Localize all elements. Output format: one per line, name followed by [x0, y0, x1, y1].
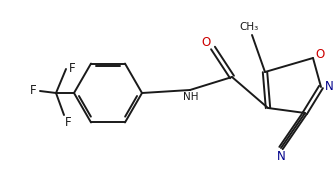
Text: N: N — [325, 79, 333, 93]
Text: F: F — [65, 116, 71, 128]
Text: CH₃: CH₃ — [239, 22, 259, 32]
Text: N: N — [277, 150, 285, 164]
Text: O: O — [316, 48, 325, 60]
Text: F: F — [30, 85, 36, 97]
Text: F: F — [69, 62, 75, 74]
Text: NH: NH — [183, 92, 199, 102]
Text: O: O — [201, 36, 211, 50]
